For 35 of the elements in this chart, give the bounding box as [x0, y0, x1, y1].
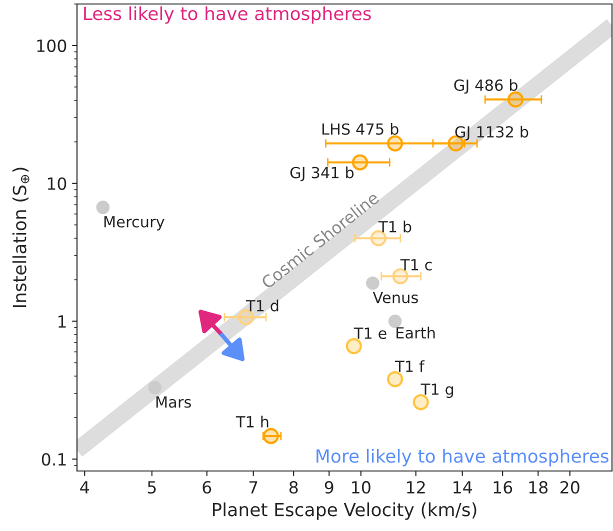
- series-label: T1 f: [395, 360, 425, 372]
- series-label: T1 b: [378, 220, 412, 232]
- series-label: T1 h: [236, 416, 268, 428]
- x-tick-label: 18: [529, 481, 548, 494]
- series-label: GJ 341 b: [290, 166, 354, 182]
- series-label: T1 e: [354, 328, 386, 339]
- series-label: GJ 486 b: [454, 79, 518, 94]
- x-axis-title: Planet Escape Velocity (km/s): [212, 502, 476, 520]
- series-label: T1 d: [246, 300, 278, 312]
- x-tick-label: 4: [80, 481, 89, 494]
- x-tick-label: 5: [148, 481, 156, 494]
- x-tick-label: 8: [289, 481, 298, 494]
- x-tick-label: 20: [560, 481, 580, 494]
- series-label: GJ 1132 b: [455, 126, 528, 140]
- y-tick-label: 0.1: [42, 453, 66, 466]
- x-tick-label: 14: [454, 481, 472, 494]
- annotation: More likely to have atmospheres: [316, 448, 608, 466]
- x-tick-label: 12: [407, 481, 425, 494]
- y-tick-label: 1: [58, 315, 66, 328]
- series-label: Earth: [396, 326, 435, 339]
- x-tick-label: 6: [202, 481, 212, 494]
- annotation: Less likely to have atmospheres: [84, 6, 371, 24]
- y-tick-label: 10: [48, 177, 66, 190]
- y-tick-label: 100: [37, 39, 66, 52]
- series-label: T1 g: [420, 384, 454, 398]
- x-tick-label: 9: [324, 481, 334, 494]
- series-label: Mars: [156, 396, 191, 408]
- series-label: LHS 475 b: [322, 123, 398, 135]
- series-label: Mercury: [104, 216, 164, 230]
- series-label: T1 c: [400, 259, 432, 271]
- y-axis-title: Instellation (S$_{⊕}$): [12, 168, 30, 308]
- series-label: Venus: [372, 292, 418, 304]
- x-tick-label: 7: [249, 481, 258, 494]
- x-tick-label: 16: [494, 481, 512, 494]
- x-tick-label: 10: [352, 481, 370, 494]
